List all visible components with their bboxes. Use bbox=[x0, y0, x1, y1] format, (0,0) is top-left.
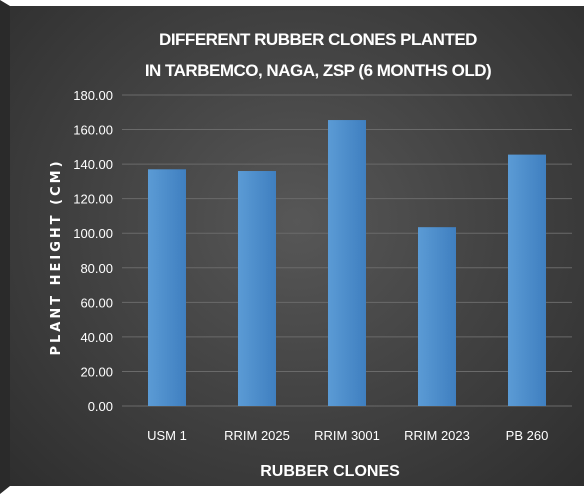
y-tick-label: 100.00 bbox=[73, 226, 113, 241]
y-tick-label: 140.00 bbox=[73, 157, 113, 172]
y-axis-label: PLANT HEIGHT (CM) bbox=[49, 158, 64, 355]
y-tick-label: 180.00 bbox=[73, 88, 113, 103]
y-tick-label: 120.00 bbox=[73, 192, 113, 207]
bar-rrim-2025 bbox=[238, 171, 276, 406]
x-tick-label: RRIM 2025 bbox=[224, 428, 290, 443]
chart-title-line-1: DIFFERENT RUBBER CLONES PLANTED bbox=[159, 30, 477, 49]
bar-usm-1 bbox=[148, 169, 186, 406]
x-axis-label: RUBBER CLONES bbox=[260, 463, 400, 480]
x-axis-ticks: USM 1 RRIM 2025 RRIM 3001 RRIM 2023 PB 260 bbox=[147, 428, 548, 443]
bar-rrim-3001 bbox=[328, 120, 366, 406]
y-tick-label: 20.00 bbox=[80, 364, 113, 379]
x-tick-label: USM 1 bbox=[147, 428, 187, 443]
chart-title-line-2: IN TARBEMCO, NAGA, ZSP (6 MONTHS OLD) bbox=[145, 61, 491, 80]
y-tick-label: 160.00 bbox=[73, 123, 113, 138]
y-tick-label: 40.00 bbox=[80, 330, 113, 345]
y-tick-label: 60.00 bbox=[80, 295, 113, 310]
y-tick-label: 0.00 bbox=[88, 399, 113, 414]
x-tick-label: RRIM 2023 bbox=[404, 428, 470, 443]
bars bbox=[148, 120, 546, 406]
bar-rrim-2023 bbox=[418, 227, 456, 406]
y-tick-label: 80.00 bbox=[80, 261, 113, 276]
x-tick-label: RRIM 3001 bbox=[314, 428, 380, 443]
y-axis-ticks: 0.00 20.00 40.00 60.00 80.00 100.00 120.00 140.… bbox=[73, 88, 113, 414]
x-tick-label: PB 260 bbox=[506, 428, 549, 443]
bar-pb-260 bbox=[508, 154, 546, 406]
